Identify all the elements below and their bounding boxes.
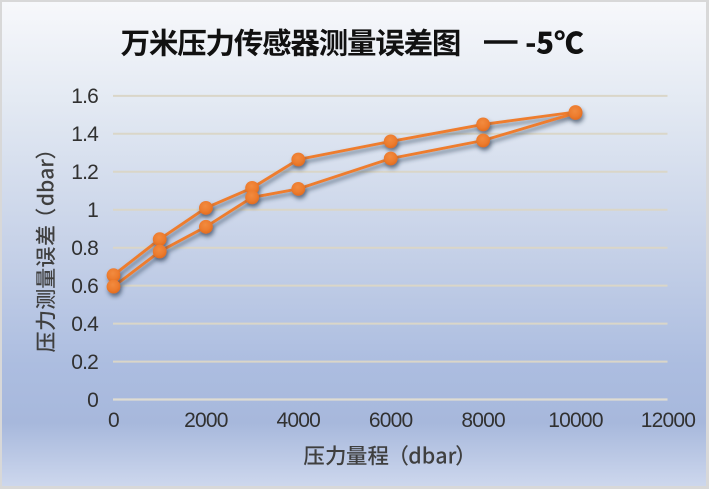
svg-text:6000: 6000 [369, 409, 413, 432]
svg-text:1.2: 1.2 [71, 161, 98, 184]
svg-text:4000: 4000 [277, 409, 321, 432]
svg-text:0.4: 0.4 [71, 313, 99, 336]
svg-text:1: 1 [87, 199, 98, 222]
svg-text:10000: 10000 [548, 409, 603, 432]
svg-text:2000: 2000 [184, 409, 228, 432]
svg-text:0.8: 0.8 [71, 237, 98, 260]
svg-text:0.6: 0.6 [71, 275, 98, 298]
svg-text:0: 0 [108, 409, 119, 432]
svg-text:1.6: 1.6 [71, 85, 98, 108]
svg-text:1.4: 1.4 [71, 123, 99, 146]
svg-text:8000: 8000 [461, 409, 505, 432]
svg-text:0.2: 0.2 [71, 351, 98, 374]
svg-text:0: 0 [87, 389, 98, 412]
svg-text:12000: 12000 [641, 409, 696, 432]
